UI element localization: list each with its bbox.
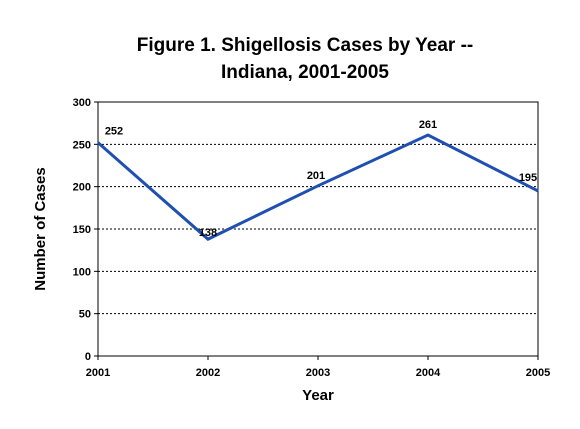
y-tick-label: 300 (73, 97, 91, 109)
y-tick-label: 50 (79, 309, 91, 321)
series-group (97, 133, 539, 241)
y-axis-label: Number of Cases (32, 167, 49, 290)
x-tick-label: 2002 (196, 367, 220, 379)
data-point (427, 134, 429, 136)
data-point (537, 190, 539, 192)
chart-title-line-2: Indiana, 2001-2005 (221, 62, 389, 83)
y-axis-ticks: 0 50 100 150 200 250 300 (73, 97, 98, 363)
data-point (317, 185, 319, 187)
x-tick-label: 2004 (416, 367, 441, 379)
x-tick-label: 2001 (86, 367, 110, 379)
x-tick-label: 2003 (306, 367, 330, 379)
x-axis-label: Year (302, 387, 334, 404)
data-labels: 252 138 201 261 195 (105, 119, 537, 239)
data-point (97, 142, 99, 144)
chart-title-line-1: Figure 1. Shigellosis Cases by Year -- (137, 35, 474, 56)
y-tick-label: 100 (73, 266, 91, 278)
data-label: 252 (105, 126, 123, 138)
y-tick-label: 150 (73, 224, 91, 236)
data-label: 201 (307, 170, 325, 182)
data-label: 138 (199, 227, 217, 239)
y-tick-label: 200 (73, 182, 91, 194)
data-label: 195 (519, 172, 537, 184)
data-label: 261 (419, 119, 437, 131)
data-point (207, 238, 209, 240)
y-tick-label: 250 (73, 139, 91, 151)
x-axis-ticks: 2001 2002 2003 2004 2005 (86, 356, 550, 379)
x-tick-label: 2005 (526, 367, 550, 379)
y-tick-label: 0 (85, 351, 91, 363)
